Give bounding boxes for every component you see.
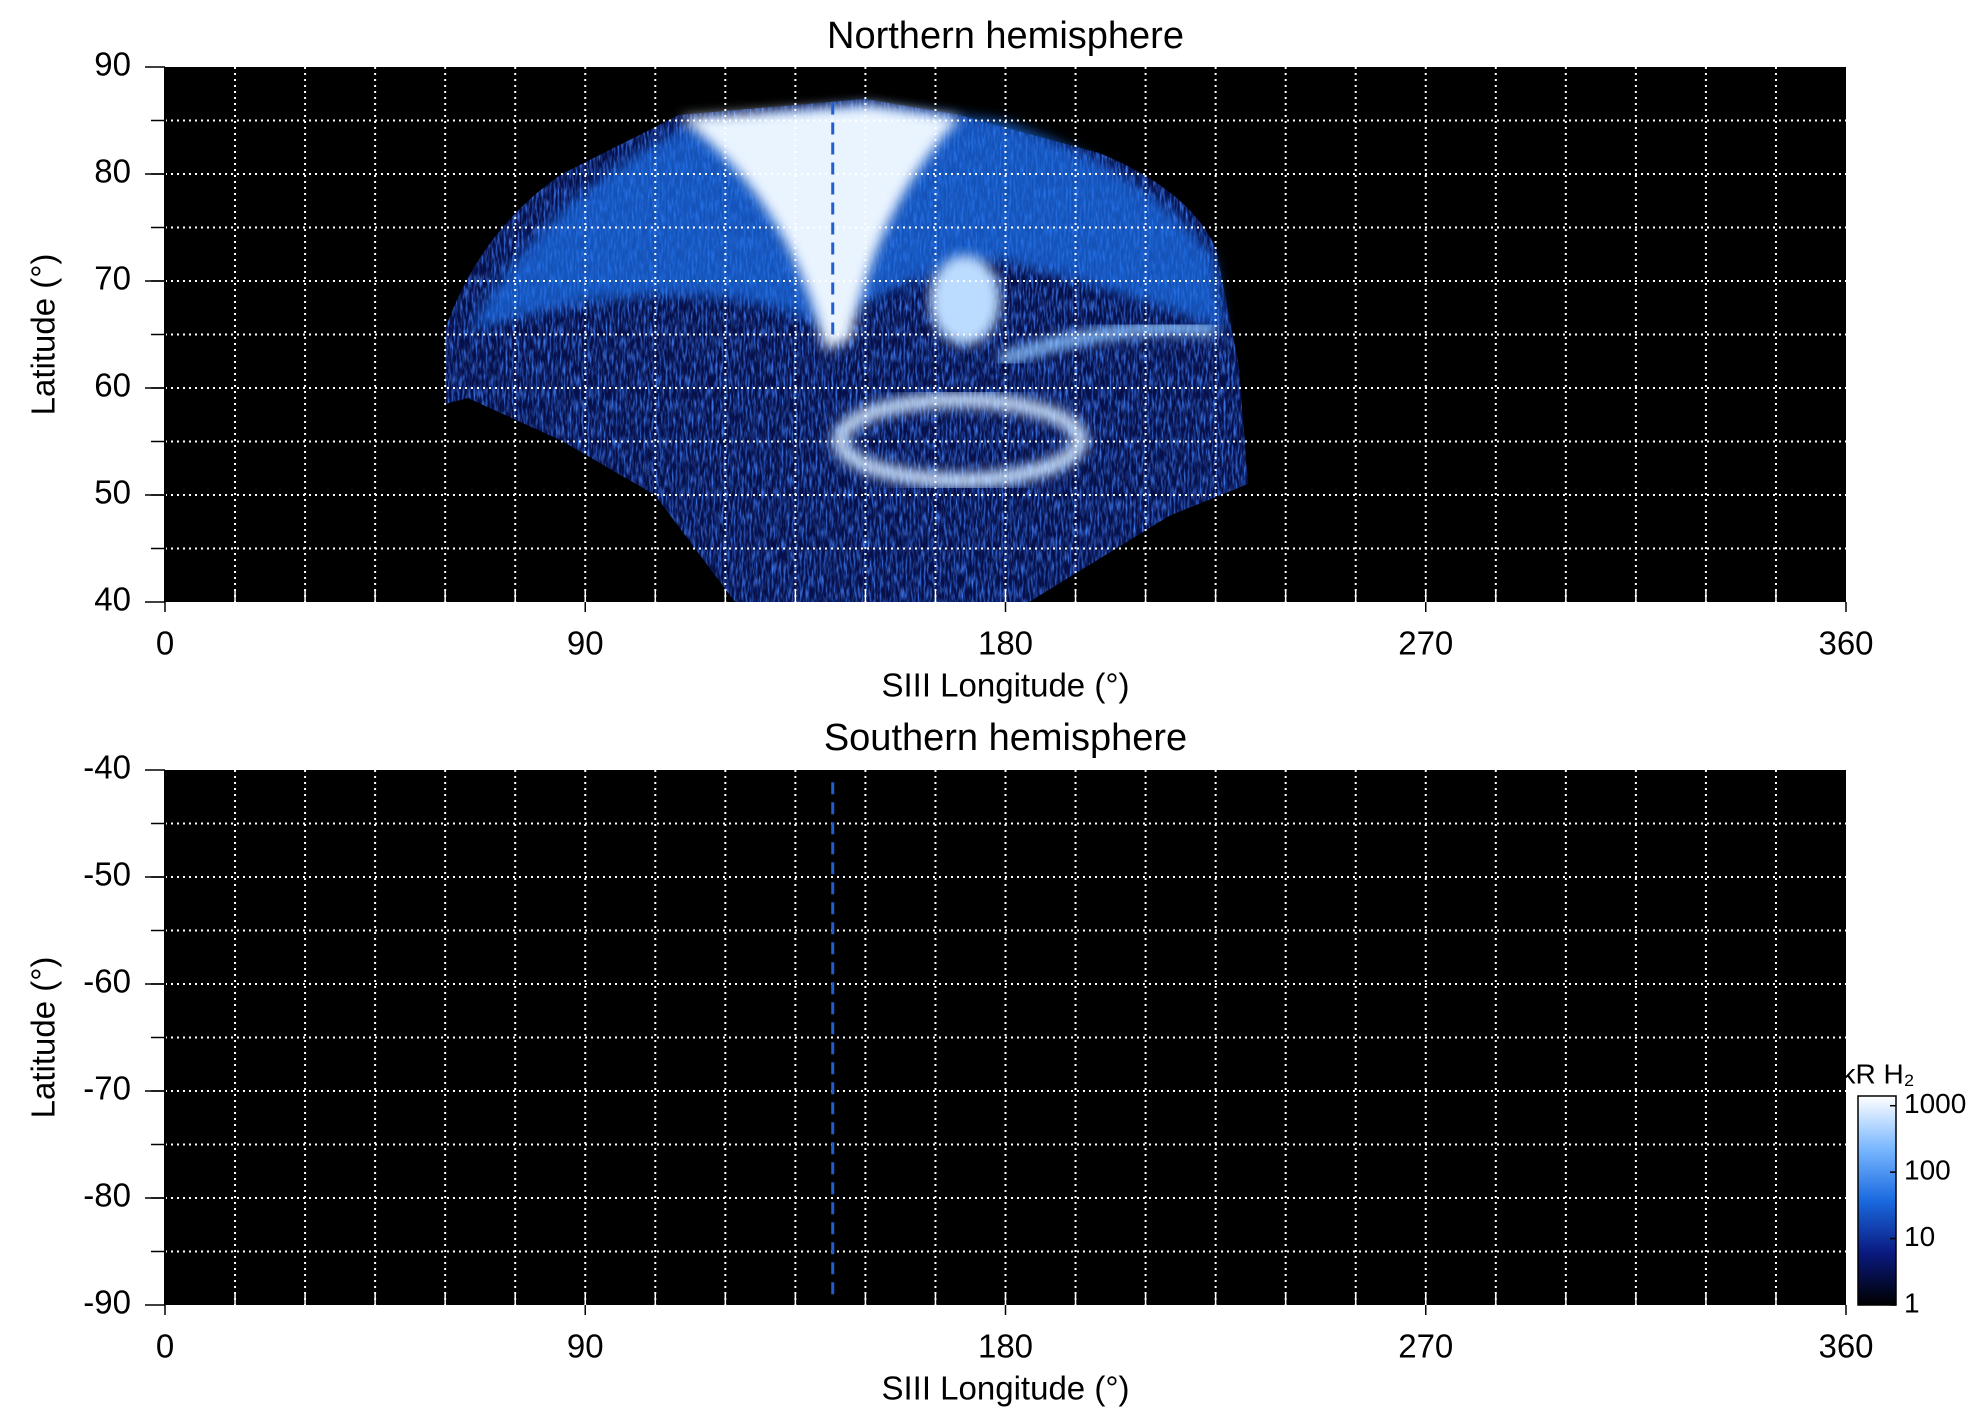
y-tick-label: 80 (94, 153, 131, 190)
colorbar-tick-label: 1 (1904, 1287, 1920, 1318)
panel-title: Southern hemisphere (824, 717, 1187, 759)
x-tick-label: 270 (1398, 1328, 1453, 1365)
x-axis-label: SIII Longitude (°) (882, 667, 1130, 704)
panel-south: 0 90 180 270 360 -90 -80 -70 -60 -50 -40 Southern h… (25, 717, 1874, 1407)
x-tick-label: 360 (1818, 625, 1873, 662)
colorbar-tick-label: 10 (1904, 1221, 1935, 1252)
y-tick-label: 60 (94, 367, 131, 404)
y-tick-label: -80 (83, 1177, 131, 1214)
x-tick-label: 180 (978, 1328, 1033, 1365)
y-tick-label: -60 (83, 963, 131, 1000)
panel-title: Northern hemisphere (827, 15, 1184, 57)
y-tick-label: -50 (83, 856, 131, 893)
y-tick-label: 40 (94, 581, 131, 618)
colorbar-gradient (1857, 1095, 1897, 1306)
emission-image (445, 99, 1248, 602)
colorbar-tick-label: 100 (1904, 1155, 1951, 1186)
emission-oval (833, 393, 1087, 487)
x-tick-label: 180 (978, 625, 1033, 662)
x-tick-label: 0 (156, 625, 174, 662)
emission-arc (998, 322, 1216, 366)
y-tick-label: -90 (83, 1284, 131, 1321)
y-tick-label: 70 (94, 260, 131, 297)
x-tick-label: 0 (156, 1328, 174, 1365)
y-tick-label: -70 (83, 1070, 131, 1107)
y-tick-label: -40 (83, 749, 131, 786)
x-axis-label: SIII Longitude (°) (882, 1370, 1130, 1407)
panel-north: 0 90 180 270 360 40 50 60 70 80 90 Northern hemisph… (25, 15, 1874, 704)
y-tick-label: 90 (94, 46, 131, 83)
x-tick-label: 360 (1818, 1328, 1873, 1365)
y-axis-label: Latitude (°) (25, 254, 62, 416)
colorbar-label: kR H₂ (1841, 1058, 1914, 1089)
y-axis-label: Latitude (°) (25, 957, 62, 1119)
colorbar-tick-label: 1000 (1904, 1088, 1966, 1119)
x-tick-label: 90 (567, 625, 604, 662)
emission-spot (930, 255, 1000, 345)
x-tick-label: 270 (1398, 625, 1453, 662)
y-tick-label: 50 (94, 474, 131, 511)
x-tick-label: 90 (567, 1328, 604, 1365)
